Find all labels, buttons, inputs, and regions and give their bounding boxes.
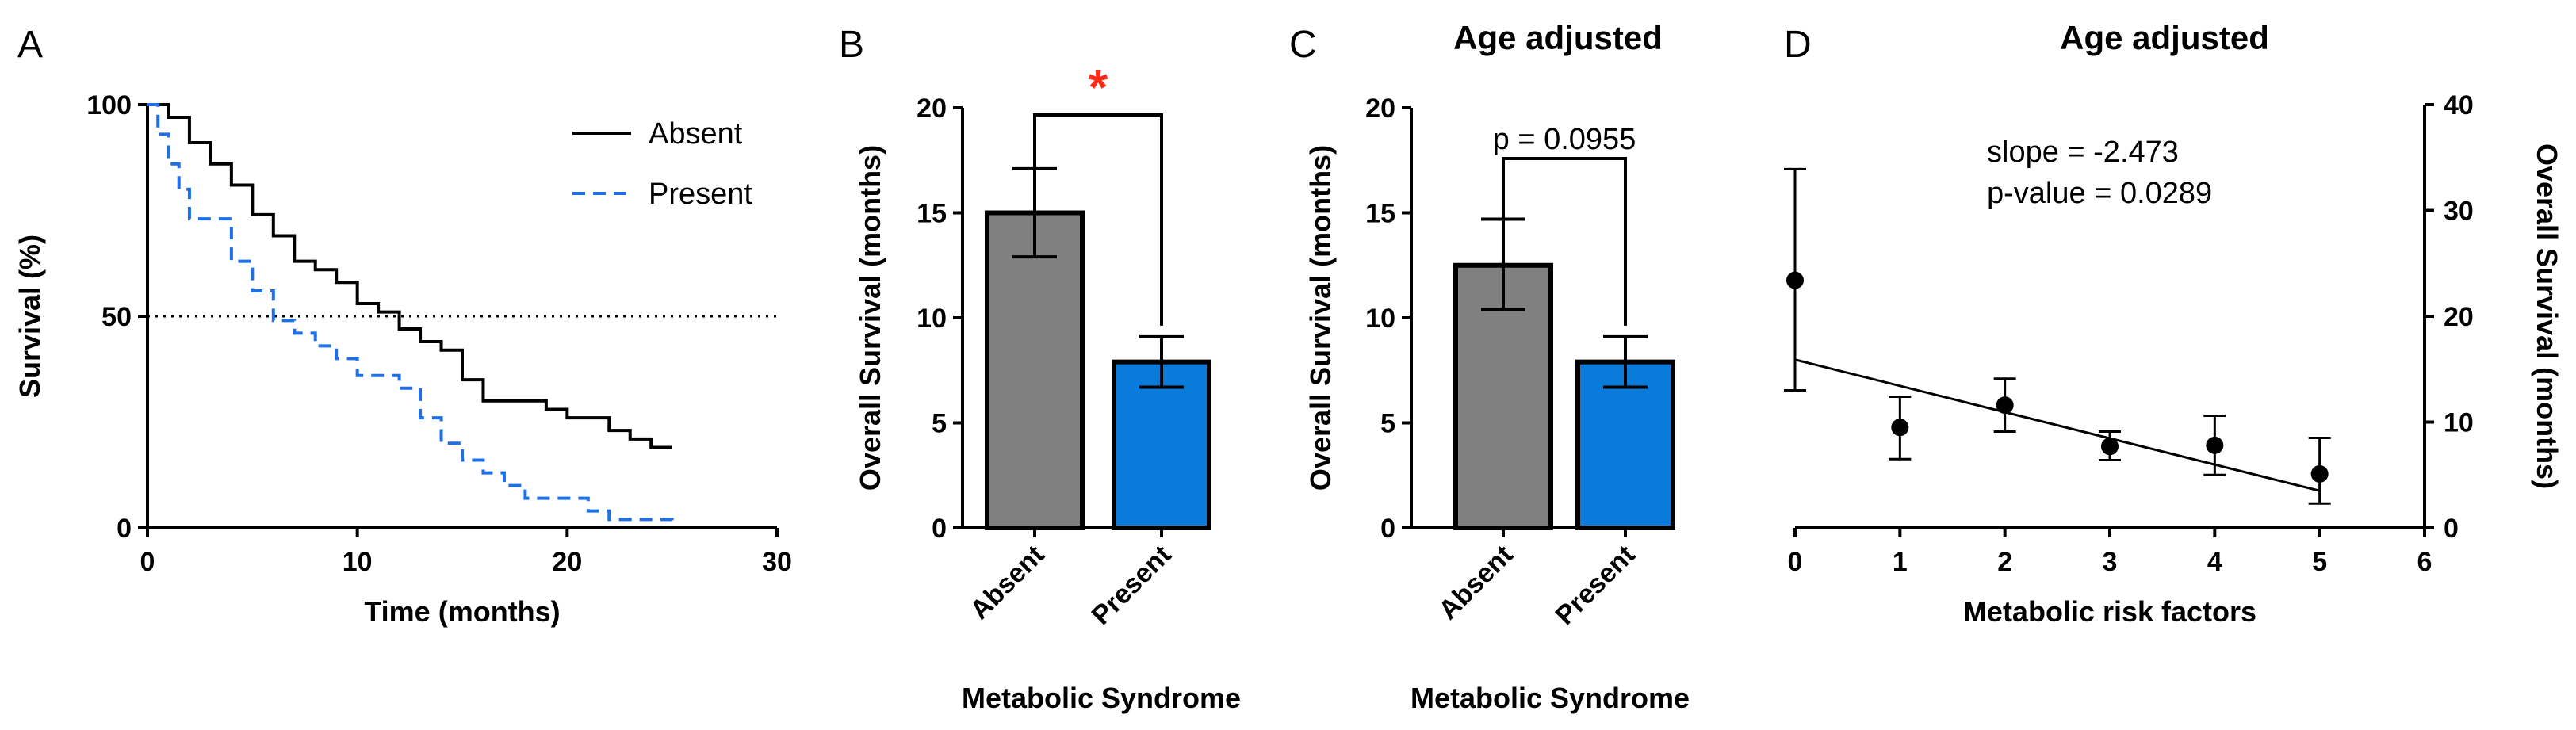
x-axis-title: Time (months): [364, 595, 560, 628]
y-tick-label: 5: [1380, 409, 1395, 439]
data-point: [2310, 464, 2329, 483]
y-axis-title: Overall Survival (months): [854, 145, 886, 491]
bar-present: [1112, 359, 1211, 530]
significance-bracket: [1502, 157, 1627, 326]
x-tick-label-present: Present: [1086, 540, 1177, 631]
x-tick-label: 0: [1788, 547, 1803, 577]
y-tick-label: 0: [1380, 514, 1395, 544]
y-tick-label: 10: [2444, 408, 2474, 438]
data-point: [1786, 271, 1804, 289]
panel-label-d: D: [1784, 24, 1812, 66]
y-tick-label: 0: [932, 514, 947, 544]
y-tick-label: 0: [2444, 514, 2459, 544]
y-tick-label: 15: [1365, 199, 1395, 229]
x-tick-label: 4: [2207, 547, 2222, 577]
x-axis-title: Metabolic risk factors: [1963, 595, 2256, 628]
legend-label-present: Present: [649, 178, 752, 211]
y-tick-label: 50: [101, 302, 132, 332]
y-tick-label: 10: [1365, 304, 1395, 334]
bar-absent: [985, 210, 1085, 530]
y-axis-title: Survival (%): [13, 235, 46, 398]
y-tick-label: 100: [86, 90, 132, 120]
bar-chart-unadjusted: 0 5 10 15 20 Absent Present * Metabolic Syndrome…: [854, 59, 1241, 714]
x-tick-label: 10: [343, 547, 373, 577]
data-point: [1891, 419, 1909, 437]
x-tick-label: 5: [2312, 547, 2327, 577]
y-tick-label: 15: [917, 199, 947, 229]
survival-curve-present: [147, 103, 674, 528]
p-value-annotation: p-value = 0.0289: [1987, 177, 2212, 210]
x-axis-title: Metabolic Syndrome: [1410, 682, 1690, 714]
y-tick-label: 20: [2444, 302, 2474, 332]
significance-label: *: [1089, 59, 1108, 116]
data-point: [2101, 438, 2119, 456]
significance-bracket: [1033, 113, 1163, 326]
x-tick-label: 6: [2417, 547, 2432, 577]
survival-curve-absent: [147, 103, 672, 449]
x-tick-label: 20: [552, 547, 582, 577]
data-point: [2206, 436, 2224, 454]
y-tick-label: 10: [917, 304, 947, 334]
x-tick-label: 1: [1893, 547, 1908, 577]
x-tick-label: 3: [2103, 547, 2118, 577]
x-tick-label-absent: Absent: [964, 540, 1050, 625]
y-tick-label: 20: [1365, 94, 1395, 124]
significance-label: p = 0.0955: [1493, 123, 1636, 156]
data-point: [1996, 396, 2014, 415]
y-tick-label: 0: [117, 514, 132, 544]
panel-c-title: Age adjusted: [1453, 19, 1663, 56]
scatter-chart-risk-factors: 0 10 20 30 40 0 1 2 3 4 5 6 slope = -2.473 p-value = …: [1784, 90, 2563, 628]
regression-line: [1794, 358, 2321, 492]
legend-label-absent: Absent: [649, 117, 743, 151]
x-tick-label-present: Present: [1550, 540, 1641, 631]
y-axis-title: Overall Survival (months): [1304, 145, 1337, 491]
y-tick-label: 5: [932, 409, 947, 439]
slope-annotation: slope = -2.473: [1987, 136, 2179, 169]
y-tick-label: 30: [2444, 197, 2474, 227]
bar-chart-age-adjusted: 0 5 10 15 20 Absent Present p = 0.0955 Metabolic…: [1304, 94, 1690, 714]
y-tick-label: 40: [2444, 90, 2474, 120]
panel-label-b: B: [839, 24, 864, 66]
x-axis-title: Metabolic Syndrome: [962, 682, 1241, 714]
x-tick-label: 30: [762, 547, 792, 577]
x-tick-label: 0: [140, 547, 155, 577]
panel-label-c: C: [1289, 24, 1317, 66]
survival-chart: 0 50 100 0 10 20 30 Absent Present Time (months) S…: [13, 90, 792, 628]
y-tick-label: 20: [917, 94, 947, 124]
panel-d-title: Age adjusted: [2060, 19, 2269, 56]
x-tick-label: 2: [1997, 547, 2012, 577]
y-axis-title: Overall Survival (months): [2531, 143, 2563, 489]
panel-label-a: A: [17, 24, 43, 66]
x-tick-label-absent: Absent: [1433, 540, 1518, 625]
